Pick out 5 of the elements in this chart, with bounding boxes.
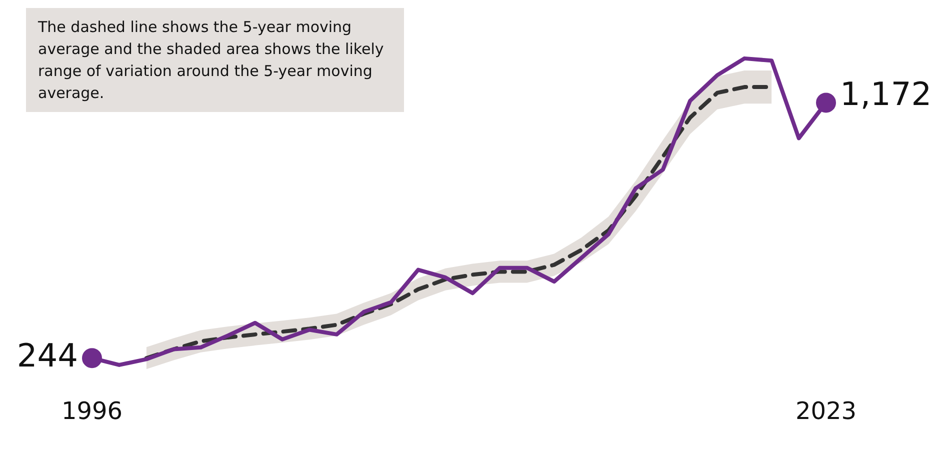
x-tick-label: 2023 (795, 396, 857, 425)
data-label: 244 (16, 336, 78, 374)
data-label: 1,172 (840, 75, 932, 114)
annotation: The dashed line shows the 5-year moving average and the shaded area shows the likely range of variation around the 5-year moving average. (38, 17, 385, 104)
x-tick-label: 1996 (61, 396, 123, 425)
